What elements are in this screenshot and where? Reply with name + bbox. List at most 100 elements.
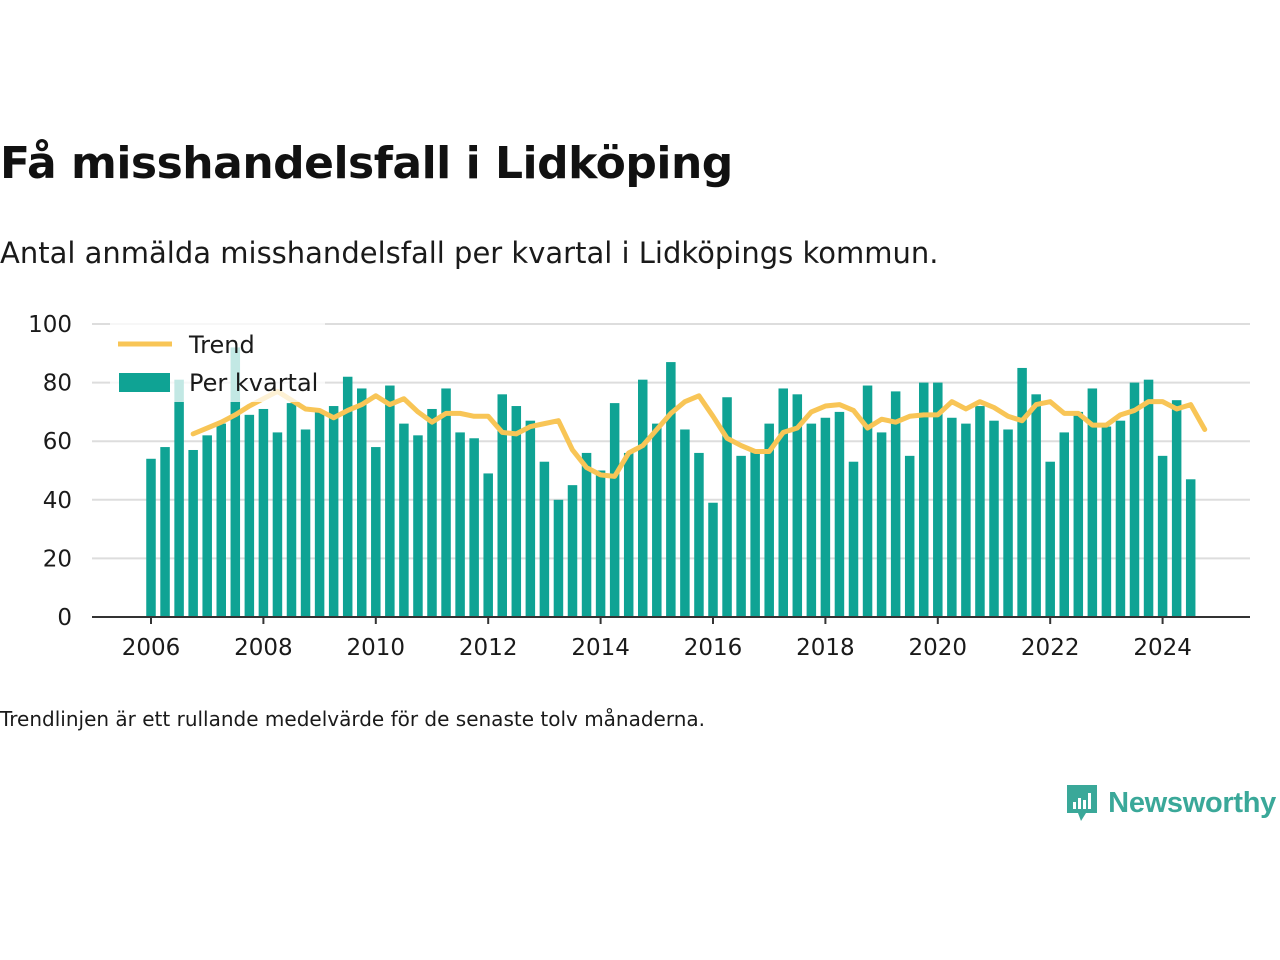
x-axis-ticks: 2006 2008 2010 2012 2014 2016 2018 2020 2022 2024: [122, 617, 1192, 661]
legend-trend-label: Trend: [188, 331, 255, 359]
x-tick-label: 2014: [571, 635, 630, 661]
legend: Trend Per kvartal: [110, 322, 325, 402]
bar: [708, 502, 718, 617]
bar: [399, 423, 409, 617]
bar: [1185, 479, 1196, 617]
bar: [385, 385, 395, 617]
bar: [342, 376, 353, 617]
footnote: Trendlinjen är ett rullande medelvärde f…: [0, 707, 706, 731]
bar: [188, 449, 198, 617]
bar: [469, 438, 479, 617]
y-tick-label: 40: [43, 488, 72, 514]
bar: [497, 394, 507, 617]
x-tick-label: 2022: [1021, 635, 1080, 661]
bar: [1157, 455, 1168, 617]
bar: [441, 388, 451, 617]
bar: [553, 499, 564, 617]
chart-subtitle: Antal anmälda misshandelsfall per kvarta…: [0, 236, 939, 270]
bar: [1143, 379, 1154, 617]
y-tick-label: 60: [43, 429, 72, 455]
x-tick-label: 2018: [796, 635, 855, 661]
bar: [919, 382, 929, 617]
bar: [638, 379, 648, 617]
bar: [314, 411, 325, 617]
bar: [413, 435, 423, 617]
bar: [764, 423, 774, 617]
bar: [174, 379, 184, 617]
bar: [750, 449, 760, 617]
bar: [216, 423, 226, 617]
bar: [778, 388, 788, 617]
trend-line: [190, 388, 1208, 479]
chart-title: Få misshandelsfall i Lidköping: [0, 138, 733, 189]
legend-bar-label: Per kvartal: [189, 369, 318, 397]
bar: [567, 485, 578, 617]
x-tick-label: 2008: [234, 635, 293, 661]
bar: [975, 406, 985, 617]
bar: [1045, 461, 1055, 617]
bar: [539, 461, 550, 617]
x-tick-label: 2012: [459, 635, 518, 661]
bar: [609, 403, 620, 617]
bar: [1073, 411, 1084, 617]
trend-series: [190, 388, 1208, 479]
x-tick-label: 2024: [1133, 635, 1192, 661]
bar: [146, 458, 156, 617]
bar: [272, 432, 283, 617]
bar: [455, 432, 465, 617]
x-tick-label: 2010: [347, 635, 406, 661]
bar: [876, 432, 887, 617]
bar: [834, 411, 845, 617]
bar: [160, 447, 170, 617]
y-axis-ticks: 0 20 40 60 80 100: [28, 312, 72, 631]
bar: [961, 423, 971, 617]
bar: [694, 452, 704, 617]
bar: [652, 423, 662, 617]
bar: [680, 429, 690, 617]
bar: [722, 397, 732, 617]
newsworthy-chart-icon: [1067, 785, 1098, 821]
bar: [357, 388, 367, 617]
bar: [947, 417, 957, 617]
x-tick-label: 2006: [122, 635, 181, 661]
y-tick-label: 0: [57, 605, 72, 631]
bar: [890, 391, 901, 617]
bar: [595, 470, 606, 617]
bar: [286, 403, 297, 617]
brand-name: Newsworthy: [1108, 786, 1276, 819]
bar: [202, 435, 212, 617]
bar: [904, 455, 915, 617]
bar: [623, 452, 634, 617]
bar: [244, 414, 255, 617]
bar: [848, 461, 859, 617]
bar: [736, 455, 746, 617]
bar: [300, 429, 311, 617]
bar: [581, 452, 592, 617]
bar: [1059, 432, 1069, 617]
bar-chart: 0 20 40 60 80 100 2006 2008 2010 2012 2014 2016 201…: [28, 312, 1250, 661]
bar: [371, 447, 381, 617]
bar: [1115, 420, 1126, 617]
bar: [1003, 429, 1013, 617]
bar: [792, 394, 803, 617]
bar: [483, 473, 493, 617]
bar: [806, 423, 817, 617]
brand-logo: Newsworthy: [1064, 782, 1276, 824]
bar-series: [146, 347, 1196, 617]
y-tick-label: 20: [43, 546, 72, 572]
bar: [511, 406, 522, 617]
bar: [1171, 400, 1182, 617]
bar: [666, 362, 676, 617]
bar: [989, 420, 999, 617]
bar: [525, 420, 536, 617]
x-tick-label: 2020: [909, 635, 968, 661]
bar: [1087, 388, 1098, 617]
bar: [933, 382, 943, 617]
bar: [258, 408, 269, 617]
legend-bar-swatch: [119, 373, 170, 392]
bar: [427, 408, 437, 617]
bar: [230, 347, 241, 617]
bar: [328, 406, 339, 617]
x-tick-label: 2016: [684, 635, 743, 661]
y-tick-label: 100: [28, 312, 72, 338]
